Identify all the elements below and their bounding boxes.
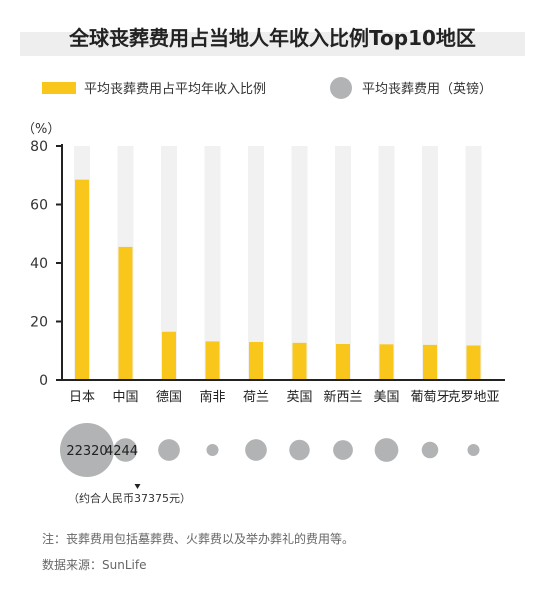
bar [466, 345, 481, 380]
bar [292, 342, 307, 380]
y-tick-label: 60 [30, 198, 48, 214]
bar-track [422, 146, 438, 380]
legend-swatch-bubble [330, 77, 352, 99]
legend-label-ratio: 平均丧葬费用占平均年收入比例 [84, 82, 267, 97]
chart-title: 全球丧葬费用占当地人年收入比例Top10地区 [69, 26, 476, 50]
x-tick-label: 南非 [199, 389, 225, 405]
bar [118, 246, 133, 380]
legend-label-cost: 平均丧葬费用（英镑） [362, 82, 493, 97]
title-background-band [20, 32, 525, 56]
cost-bubble [206, 444, 219, 456]
bar [75, 179, 89, 380]
x-tick-label: 德国 [156, 390, 182, 405]
cost-bubble [421, 441, 439, 459]
y-tick-label: 0 [39, 373, 48, 389]
bar [162, 331, 176, 380]
cost-bubble [60, 423, 114, 477]
cost-bubble [245, 439, 267, 461]
cost-bubble [467, 444, 480, 456]
y-tick-label: 20 [30, 315, 48, 331]
x-tick-label: 日本 [69, 390, 95, 405]
x-tick-label: 英国 [286, 390, 312, 405]
cost-bubble [333, 440, 353, 460]
cost-bubble [374, 438, 399, 462]
x-tick-label: 葡萄牙 [410, 390, 449, 405]
legend: 平均丧葬费用占平均年收入比例 平均丧葬费用（英镑） [0, 74, 545, 100]
bar [205, 341, 220, 380]
y-tick-label: 80 [30, 139, 48, 155]
bar [249, 341, 263, 380]
bar-track [291, 146, 308, 380]
x-tick-label: 克罗地亚 [447, 390, 499, 405]
bar [423, 344, 437, 380]
bar-track [335, 146, 351, 380]
bar-track [204, 146, 221, 380]
bar-track [465, 146, 482, 380]
cost-bubble [113, 438, 138, 462]
y-tick-label: 40 [30, 256, 48, 272]
bubble-label: 4244 [105, 444, 138, 459]
bar [336, 344, 350, 380]
bar-track [161, 146, 177, 380]
cost-bubble [158, 439, 180, 461]
x-tick-label: 荷兰 [243, 390, 269, 405]
bar-track [248, 146, 264, 380]
legend-swatch-bar [42, 82, 76, 94]
bubble-annotation: （约合人民币37375元） [68, 491, 191, 505]
bubble-annotation-pointer [134, 484, 141, 489]
x-tick-label: 美国 [373, 390, 399, 405]
cost-bubble [289, 439, 310, 461]
x-tick-label: 新西兰 [323, 389, 362, 405]
bubble-label: 22320 [66, 444, 107, 459]
bar [379, 344, 394, 380]
x-tick-label: 中国 [112, 390, 138, 405]
footnote: 注：丧葬费用包括墓葬费、火葬费以及举办葬礼的费用等。 [42, 532, 355, 546]
bar-track [378, 146, 395, 380]
data-source: 数据来源：SunLife [42, 558, 147, 572]
y-axis-unit: （%） [22, 122, 60, 137]
